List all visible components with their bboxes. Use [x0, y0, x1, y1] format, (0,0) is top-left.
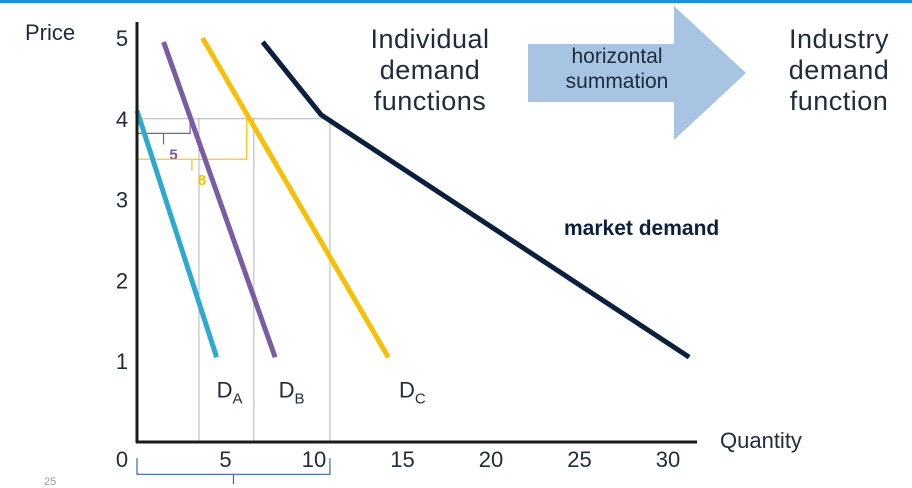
y-tick-label-5: 5: [116, 26, 128, 51]
industry-heading-line-1: Industry: [788, 24, 890, 54]
x-tick-label-20: 20: [479, 447, 503, 472]
x-tick-label-10: 10: [302, 447, 326, 472]
arrow-label: horizontal summation: [540, 44, 694, 94]
individual-heading-line-2: demand: [379, 55, 481, 85]
industry-heading-line-3: function: [789, 86, 889, 116]
x-tick-label-5: 5: [219, 447, 231, 472]
market-demand-label: market demand: [564, 217, 720, 240]
annotation-label-1: 5: [169, 146, 177, 163]
top-accent-bar: [0, 0, 912, 3]
summation-arrow: [528, 6, 746, 140]
arrow-label-line-2: summation: [565, 70, 669, 93]
individual-demand-heading: Individual demand functions: [350, 24, 510, 117]
demand-curve-a: [134, 109, 219, 358]
individual-heading-line-3: functions: [373, 86, 487, 116]
x-axis-title: Quantity: [720, 428, 802, 453]
annotation-brace-3: [136, 458, 331, 484]
market-demand-curve: [260, 40, 691, 360]
demand-curve-c: [200, 36, 391, 359]
y-tick-label-4: 4: [116, 107, 128, 132]
curve-label-c: DC: [399, 378, 426, 408]
arrow-label-line-1: horizontal: [571, 45, 663, 68]
curve-label-a: DA: [217, 378, 243, 408]
demand-curve-b: [161, 41, 278, 359]
individual-heading-line-1: Individual: [370, 24, 490, 54]
page-number: 25: [44, 476, 57, 488]
y-tick-label-3: 3: [116, 188, 128, 213]
curve-label-b: DB: [279, 378, 305, 408]
industry-demand-heading: Industry demand function: [766, 24, 912, 117]
y-axis-title: Price: [25, 20, 75, 45]
x-tick-label-15: 15: [390, 447, 414, 472]
y-tick-label-2: 2: [116, 268, 128, 293]
y-tick-label-1: 1: [116, 349, 128, 374]
summation-arrow-shape: [528, 6, 746, 140]
annotation-label-2: 8: [198, 172, 206, 189]
x-tick-label-25: 25: [567, 447, 591, 472]
industry-heading-line-2: demand: [788, 55, 890, 85]
x-tick-label-0: 0: [116, 447, 128, 472]
x-tick-label-30: 30: [656, 447, 680, 472]
